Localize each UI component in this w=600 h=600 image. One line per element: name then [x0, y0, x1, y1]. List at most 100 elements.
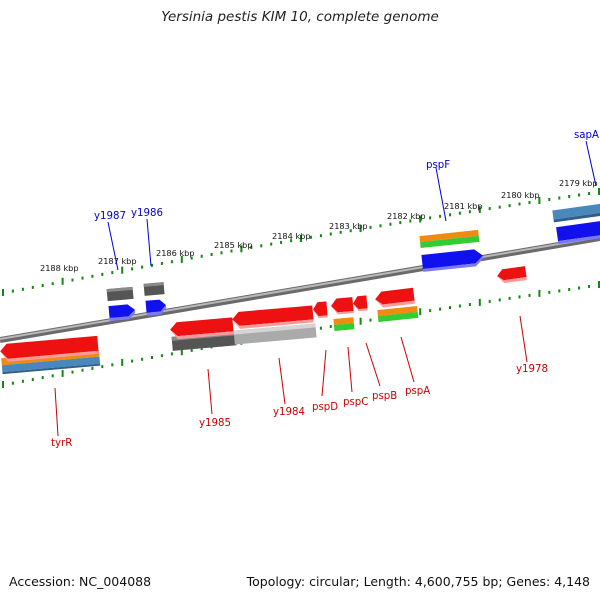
- leader-y1985: [207, 368, 213, 415]
- scale-minor-tick: [429, 216, 432, 220]
- scale-label-2186: 2186 kbp: [156, 248, 195, 258]
- gene-y1987[interactable]: [108, 304, 136, 322]
- scale-minor-tick: [71, 278, 74, 282]
- scale-major-tick: [478, 298, 481, 306]
- label-y1987[interactable]: y1987: [94, 211, 126, 222]
- scale-minor-tick: [389, 222, 392, 226]
- band-pspC: [333, 317, 355, 331]
- scale-minor-tick: [141, 265, 144, 269]
- scale-minor-tick: [548, 290, 551, 294]
- scale-label-2184: 2184 kbp: [272, 231, 311, 241]
- gene-tyrR[interactable]: [0, 335, 99, 362]
- scale-minor-tick: [190, 348, 193, 352]
- scale-major-tick: [419, 215, 422, 223]
- scale-minor-tick: [439, 307, 442, 311]
- scale-minor-tick: [449, 213, 451, 217]
- scale-minor-tick: [329, 325, 332, 328]
- scale-minor-tick: [81, 368, 84, 372]
- scale-minor-tick: [111, 363, 114, 367]
- label-pspF[interactable]: pspF: [426, 160, 450, 171]
- scale-minor-tick: [409, 219, 412, 223]
- scale-minor-tick: [11, 381, 14, 385]
- scale-minor-tick: [170, 260, 173, 264]
- scale-major-tick: [538, 197, 541, 204]
- scale-minor-tick: [458, 304, 461, 308]
- scale-minor-tick: [528, 293, 531, 297]
- gene-y1986[interactable]: [145, 299, 167, 316]
- label-tyrR[interactable]: tyrR: [51, 438, 72, 449]
- scale-minor-tick: [131, 359, 134, 363]
- gene-pspD[interactable]: [312, 301, 328, 319]
- gene-y1984[interactable]: [232, 305, 314, 329]
- scale-minor-tick: [270, 242, 273, 246]
- scale-minor-tick: [280, 240, 283, 244]
- band-pspF: [419, 229, 480, 249]
- scale-minor-tick: [81, 276, 84, 280]
- scale-minor-tick: [290, 239, 293, 243]
- scale-minor-tick: [449, 306, 451, 309]
- scale-minor-tick: [498, 205, 501, 209]
- scale-minor-tick: [21, 379, 24, 383]
- scale-minor-tick: [518, 295, 521, 299]
- scale-minor-tick: [151, 263, 153, 267]
- label-pspD[interactable]: pspD: [312, 402, 338, 413]
- scale-labels: 2188 kbp 2187 kbp 2186 kbp 2185 kbp 2184…: [40, 178, 598, 273]
- scale-minor-tick: [349, 229, 352, 233]
- scale-minor-tick: [498, 298, 501, 302]
- gene-pspA[interactable]: [374, 287, 415, 309]
- gene-pspF[interactable]: [421, 249, 484, 272]
- scale-minor-tick: [508, 296, 511, 300]
- gene-arrows: [0, 220, 600, 362]
- scale-minor-tick: [51, 282, 54, 286]
- hit-y1984: [233, 323, 317, 345]
- label-pspA[interactable]: pspA: [405, 386, 430, 397]
- scale-minor-tick: [458, 211, 461, 215]
- leader-y1984: [278, 357, 286, 405]
- scale-major-tick: [598, 281, 600, 288]
- leader-pspC: [347, 346, 353, 393]
- map-title: Yersinia pestis KIM 10, complete genome: [161, 9, 439, 25]
- scale-label-2188: 2188 kbp: [40, 263, 79, 273]
- scale-minor-tick: [41, 284, 44, 287]
- scale-major-tick: [2, 381, 4, 388]
- label-y1986[interactable]: y1986: [131, 208, 163, 219]
- gene-pspB[interactable]: [352, 295, 368, 312]
- scale-major-tick: [180, 255, 183, 263]
- scale-minor-tick: [468, 303, 471, 306]
- leader-pspB: [365, 342, 381, 387]
- scale-major-tick: [300, 235, 302, 242]
- scale-minor-tick: [141, 357, 144, 361]
- gene-labels: tyrR y1987 y1986 y1985 y1984 pspD pspC p…: [51, 130, 599, 449]
- scale-minor-tick: [309, 235, 312, 239]
- scale-minor-tick: [468, 210, 471, 214]
- scale-minor-tick: [329, 232, 332, 236]
- band-pspA: [377, 305, 419, 323]
- scale-minor-tick: [488, 299, 491, 303]
- gene-pspC[interactable]: [330, 297, 354, 315]
- scale-minor-tick: [200, 347, 203, 351]
- label-sapA[interactable]: sapA: [574, 130, 599, 141]
- leader-y1987: [107, 221, 119, 271]
- gene-sapA[interactable]: [556, 220, 600, 245]
- scale-minor-tick: [399, 221, 402, 225]
- scale-minor-tick: [220, 251, 223, 255]
- scale-minor-tick: [508, 204, 511, 208]
- label-y1985[interactable]: y1985: [199, 418, 231, 429]
- scale-label-2183: 2183 kbp: [329, 221, 368, 231]
- scale-minor-tick: [439, 214, 442, 218]
- scale-minor-tick: [488, 207, 491, 211]
- scale-major-tick: [121, 266, 124, 274]
- scale-minor-tick: [190, 256, 193, 260]
- label-y1978[interactable]: y1978: [516, 364, 548, 375]
- label-pspB[interactable]: pspB: [372, 391, 397, 402]
- scale-minor-tick: [200, 254, 203, 258]
- label-y1984[interactable]: y1984: [273, 407, 305, 418]
- band-sapA: [552, 203, 600, 223]
- gene-y1985[interactable]: [170, 317, 234, 340]
- gene-y1978[interactable]: [496, 266, 527, 284]
- label-pspC[interactable]: pspC: [343, 397, 368, 408]
- upper-scale-ticks: [2, 188, 600, 296]
- scale-minor-tick: [11, 289, 14, 293]
- scale-major-tick: [598, 188, 600, 195]
- scale-label-2187: 2187 kbp: [98, 256, 137, 266]
